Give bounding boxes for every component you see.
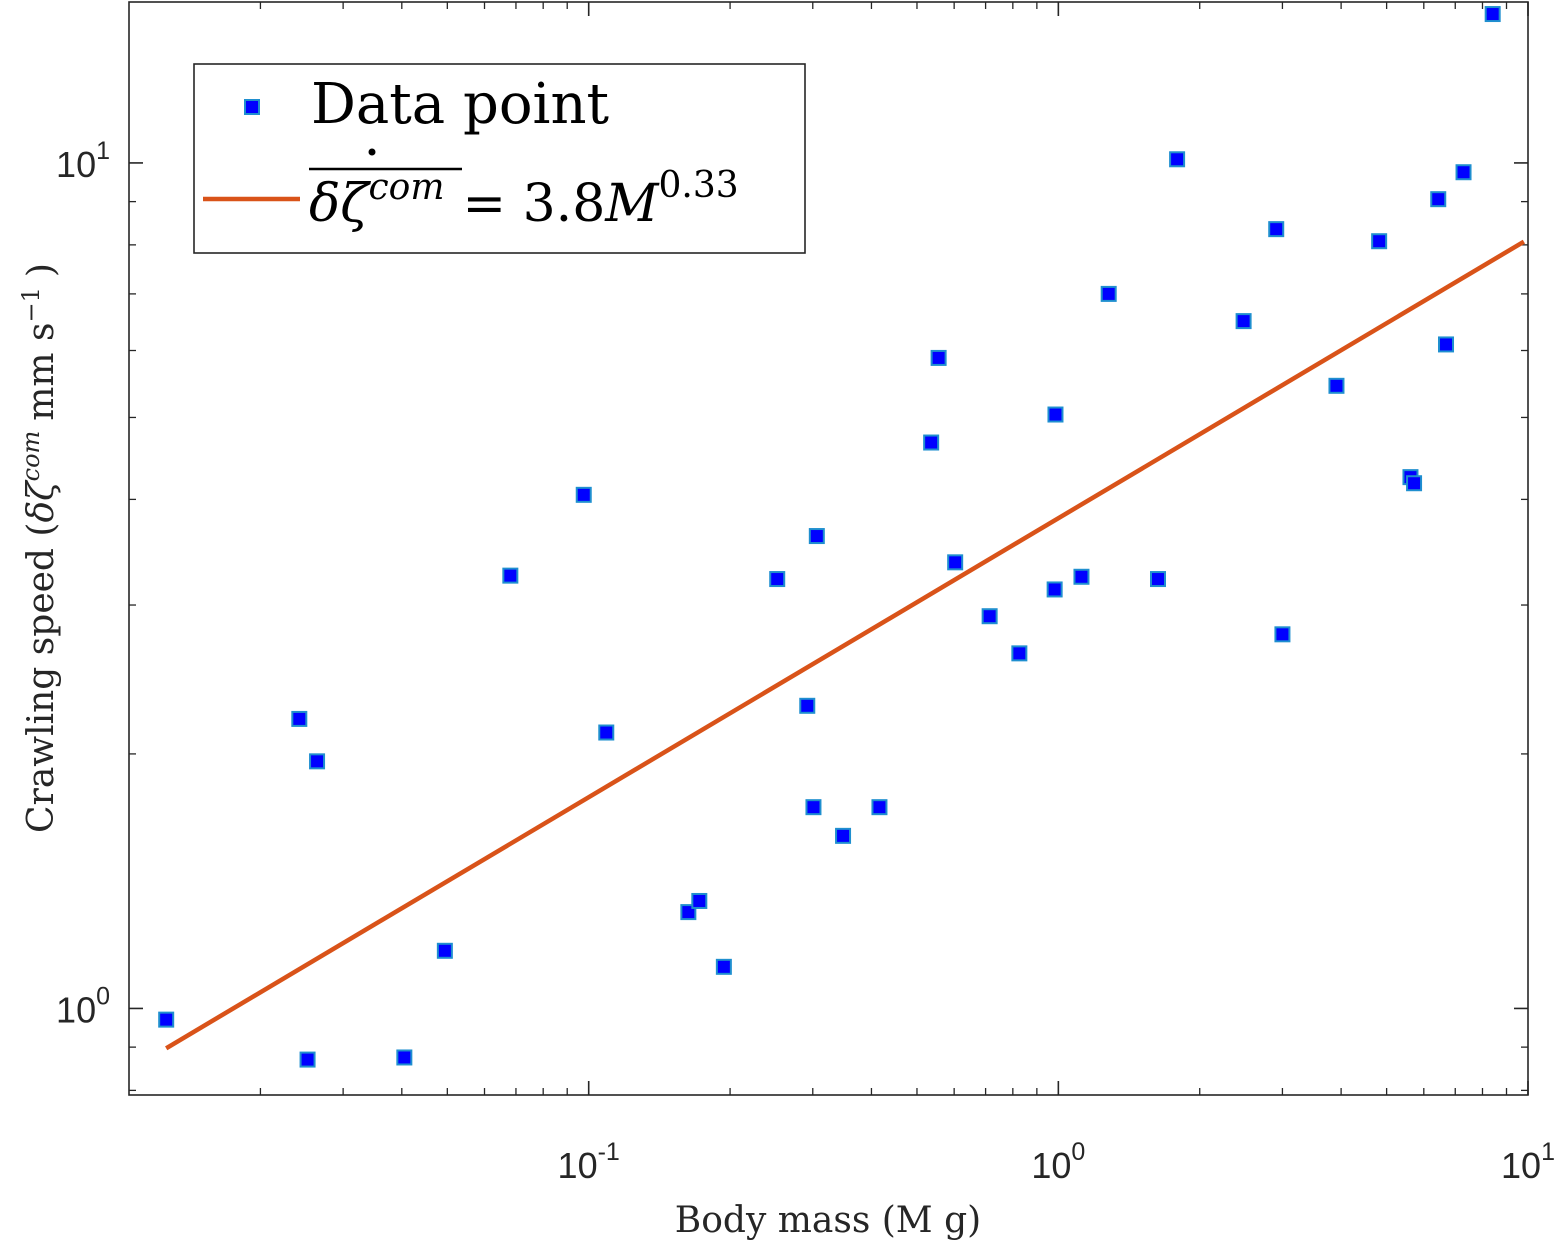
data-point bbox=[1169, 151, 1186, 168]
data-point bbox=[1455, 164, 1472, 181]
data-point bbox=[808, 528, 825, 545]
data-point bbox=[930, 349, 947, 366]
legend-box bbox=[193, 63, 806, 254]
y-axis-title: Crawling speed (δζcom mm s−1) bbox=[17, 263, 62, 833]
data-point bbox=[799, 697, 816, 714]
svg-text:Crawling speed (δζcommm s−1): Crawling speed (δζcom mm s−1) bbox=[17, 263, 62, 833]
data-point bbox=[1328, 377, 1345, 394]
data-point bbox=[598, 724, 615, 741]
data-point bbox=[1406, 475, 1423, 492]
data-point bbox=[715, 958, 732, 975]
legend: Data point δζcom = 3.8M0.33 bbox=[193, 63, 806, 254]
data-point bbox=[691, 892, 708, 909]
legend-label-fit: δζcom = 3.8M0.33 bbox=[309, 165, 739, 234]
data-point bbox=[769, 571, 786, 588]
y-title-sup: com bbox=[17, 431, 45, 482]
data-point bbox=[1100, 285, 1117, 302]
fit-line-layer bbox=[165, 239, 1526, 1051]
data-point bbox=[502, 567, 519, 584]
data-point bbox=[805, 799, 822, 816]
data-point bbox=[947, 554, 964, 571]
y-title-unit-exp: −1 bbox=[17, 287, 45, 322]
data-point bbox=[1371, 233, 1388, 250]
minor-ticks bbox=[129, 2, 1528, 1095]
x-axis-title: Body mass (M g) bbox=[675, 1200, 981, 1241]
data-point bbox=[1011, 645, 1028, 662]
legend-fit-rhs: = 3.8 bbox=[462, 174, 605, 234]
data-point bbox=[309, 753, 326, 770]
data-point bbox=[575, 486, 592, 503]
y-title-symbol: δζ bbox=[21, 479, 62, 523]
data-point bbox=[299, 1051, 316, 1068]
data-point bbox=[1073, 568, 1090, 585]
x-tick-label: 101 bbox=[1501, 1138, 1555, 1186]
data-point bbox=[1150, 571, 1167, 588]
data-point bbox=[1438, 336, 1455, 353]
data-point bbox=[291, 710, 308, 727]
y-title-unit: mm s bbox=[21, 322, 62, 420]
data-point bbox=[396, 1049, 413, 1066]
data-point bbox=[158, 1011, 175, 1028]
fit-line bbox=[165, 239, 1526, 1051]
legend-fit-lhs-sup: com bbox=[369, 167, 445, 208]
data-point bbox=[436, 942, 453, 959]
data-point bbox=[871, 799, 888, 816]
data-points bbox=[158, 6, 1501, 1068]
y-title-close: ) bbox=[21, 263, 62, 277]
data-point bbox=[1484, 6, 1501, 23]
data-point bbox=[1046, 581, 1063, 598]
legend-marker-square bbox=[244, 99, 260, 115]
y-tick-label: 100 bbox=[56, 982, 110, 1030]
legend-fit-rhs-exp: 0.33 bbox=[659, 165, 739, 206]
data-point bbox=[835, 827, 852, 844]
y-title-lead: Crawling speed ( bbox=[21, 523, 62, 833]
x-tick-label: 10-1 bbox=[558, 1138, 620, 1186]
x-tick-label: 100 bbox=[1031, 1138, 1085, 1186]
data-point bbox=[923, 434, 940, 451]
data-point bbox=[1268, 221, 1285, 238]
y-tick-label: 101 bbox=[56, 137, 110, 185]
tick-labels: 10-1 100 101 100 101 bbox=[56, 137, 1555, 1186]
legend-dot bbox=[368, 148, 376, 156]
data-point bbox=[1430, 191, 1447, 208]
data-point bbox=[1274, 626, 1291, 643]
legend-fit-lhs: δζ bbox=[309, 174, 371, 234]
axes-box bbox=[128, 1, 1529, 1096]
data-point bbox=[1047, 406, 1064, 423]
legend-fit-rhs-var: M bbox=[604, 174, 660, 234]
data-point bbox=[1235, 313, 1252, 330]
legend-label-data-point: Data point bbox=[311, 72, 610, 137]
data-point bbox=[981, 608, 998, 625]
